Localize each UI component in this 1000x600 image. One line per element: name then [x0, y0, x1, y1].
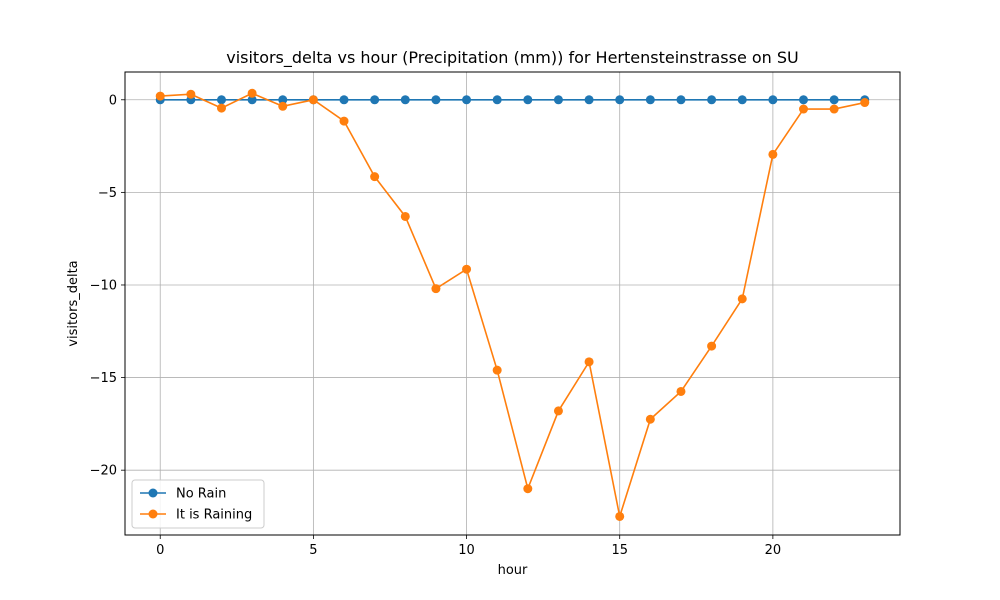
data-point [737, 95, 747, 105]
data-point [370, 172, 380, 182]
data-point [155, 91, 165, 101]
data-point [431, 284, 441, 294]
data-point [707, 95, 717, 105]
data-point [553, 406, 563, 416]
data-point [523, 95, 533, 105]
legend-item: It is Raining [140, 508, 252, 523]
data-point [339, 116, 349, 126]
data-point [676, 95, 686, 105]
x-tick-label: 15 [611, 543, 628, 558]
y-tick-label: −5 [98, 186, 117, 201]
data-point [492, 365, 502, 375]
data-point [676, 386, 686, 396]
data-point [707, 341, 717, 351]
x-tick-label: 0 [156, 543, 164, 558]
data-point [523, 484, 533, 494]
legend-item: No Rain [140, 487, 226, 502]
series-line [160, 92, 865, 517]
data-point [400, 95, 410, 105]
data-point [584, 357, 594, 367]
data-point [645, 95, 655, 105]
data-point [278, 101, 288, 111]
data-point [370, 95, 380, 105]
legend-label: No Rain [176, 487, 226, 502]
x-tick-label: 20 [765, 543, 782, 558]
chart-title: visitors_delta vs hour (Precipitation (m… [226, 48, 799, 68]
x-tick-label: 10 [458, 543, 475, 558]
data-point [584, 95, 594, 105]
data-point [308, 95, 318, 105]
legend: No Rain It is Raining [131, 479, 265, 529]
data-point [829, 95, 839, 105]
data-point [462, 264, 472, 274]
y-axis-label: visitors_delta [66, 260, 81, 346]
data-point [799, 95, 809, 105]
x-axis: 0 5 10 15 20 [156, 535, 781, 558]
legend-label: It is Raining [176, 508, 252, 523]
data-point [799, 104, 809, 114]
data-point [553, 95, 563, 105]
data-point [186, 89, 196, 99]
legend-box [131, 479, 265, 529]
data-point [768, 95, 778, 105]
series-1 [155, 88, 870, 521]
data-point [737, 294, 747, 304]
data-point [462, 95, 472, 105]
y-tick-label: −15 [90, 371, 117, 386]
data-point [247, 88, 257, 98]
data-point [615, 95, 625, 105]
series-layer [155, 88, 870, 521]
plot-frame [124, 71, 901, 536]
data-point [339, 95, 349, 105]
data-point [829, 104, 839, 114]
legend-marker [148, 488, 158, 498]
data-point [615, 511, 625, 521]
data-point [860, 98, 870, 108]
data-point [645, 414, 655, 424]
data-point [431, 95, 441, 105]
data-point [216, 103, 226, 113]
x-tick-label: 5 [309, 543, 317, 558]
y-axis: 0 −5 −10 −15 −20 [90, 93, 125, 479]
data-point [247, 95, 257, 105]
y-tick-label: −20 [90, 464, 117, 479]
legend-marker [148, 509, 158, 519]
data-point [278, 95, 288, 105]
data-point [216, 95, 226, 105]
data-point [768, 149, 778, 159]
x-axis-label: hour [498, 563, 528, 578]
data-point [492, 95, 502, 105]
data-point [400, 211, 410, 221]
y-tick-label: −10 [90, 278, 117, 293]
y-tick-label: 0 [109, 93, 117, 108]
